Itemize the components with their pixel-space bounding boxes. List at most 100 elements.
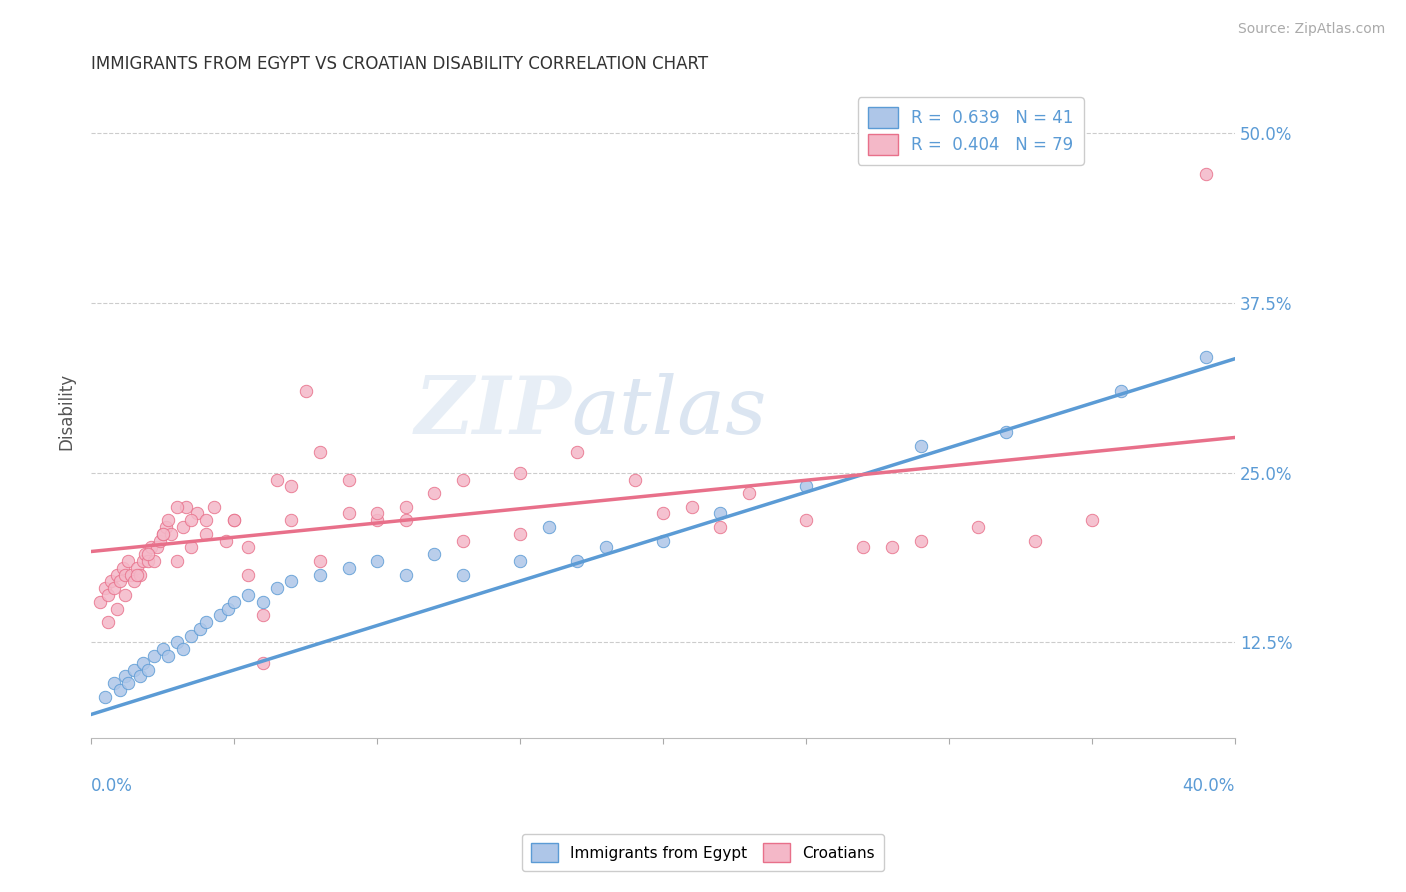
Point [966,520,988,534]
Point [910,439,932,453]
Point [202,500,225,514]
Point [509,554,531,568]
Legend: R =  0.639   N = 41, R =  0.404   N = 79: R = 0.639 N = 41, R = 0.404 N = 79 [858,97,1084,165]
Point [794,513,817,527]
Point [252,595,274,609]
Point [266,581,288,595]
Point [509,466,531,480]
Point [1109,384,1132,399]
Point [1081,513,1104,527]
Point [180,629,202,643]
Point [1195,351,1218,365]
Point [97,615,120,629]
Point [337,561,360,575]
Point [366,554,388,568]
Point [208,608,231,623]
Point [224,595,246,609]
Point [172,642,194,657]
Point [537,520,560,534]
Point [125,561,148,575]
Point [157,648,180,663]
Point [143,554,166,568]
Point [266,473,288,487]
Point [1024,533,1046,548]
Point [114,669,136,683]
Point [309,554,332,568]
Point [141,541,163,555]
Point [152,642,174,657]
Text: atlas: atlas [572,373,768,450]
Point [94,690,117,704]
Point [217,601,239,615]
Y-axis label: Disability: Disability [58,373,75,450]
Point [152,526,174,541]
Point [652,533,675,548]
Point [309,567,332,582]
Legend: Immigrants from Egypt, Croatians: Immigrants from Egypt, Croatians [522,834,884,871]
Point [138,663,160,677]
Point [143,648,166,663]
Point [224,513,246,527]
Point [155,520,177,534]
Point [1195,167,1218,181]
Point [709,507,731,521]
Point [366,507,388,521]
Point [103,676,125,690]
Text: 0.0%: 0.0% [91,777,134,795]
Point [180,541,202,555]
Text: Source: ZipAtlas.com: Source: ZipAtlas.com [1237,22,1385,37]
Point [108,683,131,698]
Point [451,567,474,582]
Point [238,588,260,602]
Point [852,541,875,555]
Point [738,486,761,500]
Point [105,567,128,582]
Point [103,581,125,595]
Point [114,567,136,582]
Point [709,520,731,534]
Point [160,526,183,541]
Point [309,445,332,459]
Point [451,473,474,487]
Point [128,567,150,582]
Point [149,533,172,548]
Point [100,574,122,589]
Point [280,479,302,493]
Point [152,526,174,541]
Point [214,533,236,548]
Point [117,676,139,690]
Point [146,541,169,555]
Point [451,533,474,548]
Point [995,425,1018,439]
Point [252,656,274,670]
Point [280,574,302,589]
Point [157,513,180,527]
Point [681,500,703,514]
Point [423,547,446,561]
Point [337,507,360,521]
Point [97,588,120,602]
Text: 40.0%: 40.0% [1182,777,1234,795]
Point [567,554,589,568]
Point [509,526,531,541]
Point [194,526,217,541]
Point [174,500,197,514]
Point [423,486,446,500]
Point [794,479,817,493]
Point [172,520,194,534]
Point [138,554,160,568]
Point [652,507,675,521]
Point [395,500,418,514]
Point [94,581,117,595]
Point [128,669,150,683]
Point [337,473,360,487]
Point [105,601,128,615]
Point [108,574,131,589]
Point [188,622,211,636]
Point [186,507,208,521]
Point [395,567,418,582]
Point [280,513,302,527]
Point [567,445,589,459]
Point [131,554,153,568]
Point [252,608,274,623]
